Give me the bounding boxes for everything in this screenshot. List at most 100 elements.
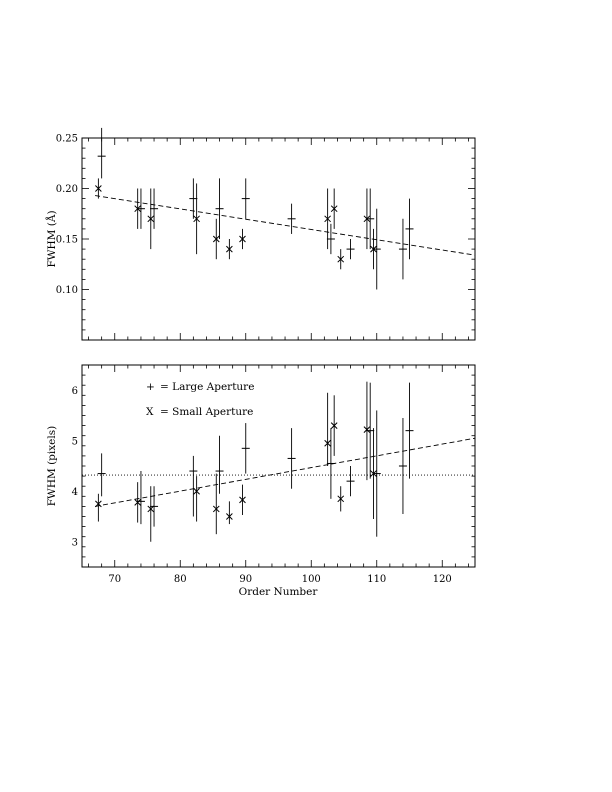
data-point-small-aperture: [337, 486, 345, 512]
legend: + = Large Aperture X = Small Aperture: [146, 381, 254, 418]
legend-symbol-large: +: [146, 381, 155, 393]
x-marker: [370, 245, 377, 253]
data-point-small-aperture: [226, 239, 233, 260]
x-tick-label: 90: [239, 574, 252, 585]
data-point-small-aperture: [212, 218, 220, 260]
data-point-small-aperture: [212, 473, 220, 535]
data-point-large-aperture: [287, 203, 296, 234]
top-panel: 0.10 0.15 0.20 0.25 FWHM (Å): [44, 127, 476, 341]
bottom-x-axis-label: Order Number: [239, 586, 319, 598]
data-point-large-aperture: [189, 178, 198, 219]
x-marker: [239, 496, 246, 504]
bottom-panel: 3 4 5 6 70 80 90 100 110 120 FWHM (pixels) Order …: [46, 364, 476, 598]
bottom-data-points: [95, 381, 414, 542]
x-marker: [212, 235, 220, 243]
x-marker: [147, 215, 155, 223]
x-marker: [193, 487, 200, 495]
x-tick-label: 80: [174, 574, 187, 585]
x-marker: [330, 205, 338, 213]
data-point-large-aperture: [241, 178, 250, 219]
y-tick-label: 6: [72, 386, 78, 397]
x-marker: [226, 245, 233, 253]
data-point-small-aperture: [193, 476, 200, 522]
data-point-large-aperture: [326, 428, 335, 499]
y-tick-label: 5: [72, 436, 78, 447]
x-marker: [212, 505, 220, 513]
data-point-large-aperture: [150, 486, 159, 527]
data-point-small-aperture: [363, 381, 371, 481]
x-marker: [147, 505, 155, 513]
data-point-small-aperture: [330, 395, 338, 456]
data-point-small-aperture: [147, 188, 155, 250]
bottom-ticks: 3 4 5 6 70 80 90 100 110 120: [72, 364, 475, 585]
data-point-small-aperture: [147, 486, 155, 542]
trend-line-dashed: [95, 437, 476, 507]
data-point-small-aperture: [134, 482, 142, 523]
x-marker: [134, 499, 142, 506]
data-point-large-aperture: [346, 466, 355, 497]
x-marker: [95, 185, 102, 192]
x-marker: [226, 513, 233, 520]
trend-line-dashed: [95, 195, 476, 256]
data-point-small-aperture: [370, 228, 377, 270]
data-point-small-aperture: [239, 484, 246, 515]
data-point-large-aperture: [405, 198, 414, 260]
data-point-small-aperture: [95, 493, 102, 522]
x-marker: [193, 215, 200, 223]
data-point-small-aperture: [95, 178, 102, 199]
data-point-large-aperture: [189, 455, 198, 517]
top-plot-frame: [81, 137, 476, 341]
bottom-plot-frame: [81, 364, 476, 568]
data-point-small-aperture: [330, 188, 338, 229]
y-tick-label: 0.25: [56, 134, 78, 145]
x-tick-label: 100: [302, 574, 321, 585]
top-data-points: [95, 127, 414, 290]
data-point-large-aperture: [215, 435, 224, 494]
data-point-large-aperture: [405, 382, 414, 479]
x-marker: [337, 255, 345, 263]
x-marker: [337, 495, 345, 503]
data-point-small-aperture: [226, 501, 233, 525]
x-marker: [363, 426, 371, 433]
data-point-small-aperture: [363, 188, 371, 250]
data-point-large-aperture: [287, 428, 296, 489]
x-marker: [239, 235, 246, 243]
data-point-large-aperture: [398, 218, 407, 280]
y-tick-label: 0.20: [56, 184, 78, 195]
data-point-small-aperture: [337, 249, 345, 270]
x-marker: [330, 422, 338, 429]
top-fit-lines: [95, 195, 476, 256]
x-tick-label: 70: [108, 574, 121, 585]
x-tick-label: 120: [433, 574, 452, 585]
x-marker: [134, 205, 142, 213]
y-tick-label: 0.15: [56, 235, 78, 246]
x-tick-label: 110: [367, 574, 386, 585]
x-marker: [370, 470, 377, 477]
y-tick-label: 0.10: [56, 285, 78, 296]
y-tick-label: 3: [72, 537, 78, 548]
data-point-large-aperture: [398, 418, 407, 514]
bottom-y-axis-label: FWHM (pixels): [46, 426, 58, 506]
data-point-small-aperture: [324, 392, 331, 466]
data-point-large-aperture: [215, 178, 224, 239]
data-point-small-aperture: [134, 188, 142, 229]
x-marker: [324, 215, 331, 223]
data-point-large-aperture: [326, 223, 335, 255]
x-marker: [95, 500, 102, 508]
data-point-large-aperture: [97, 127, 106, 179]
legend-label-large: = Large Aperture: [160, 381, 254, 393]
data-point-large-aperture: [97, 453, 106, 497]
x-marker: [324, 439, 331, 447]
top-y-axis-label: FWHM (Å): [44, 210, 58, 267]
data-point-small-aperture: [370, 428, 377, 520]
data-point-large-aperture: [150, 188, 159, 229]
data-point-large-aperture: [241, 423, 250, 474]
legend-label-small: = Small Aperture: [160, 406, 253, 418]
data-point-small-aperture: [324, 188, 331, 250]
data-point-large-aperture: [346, 239, 355, 260]
legend-symbol-small: X: [146, 406, 154, 418]
x-marker: [363, 215, 371, 223]
data-point-small-aperture: [193, 183, 200, 255]
data-point-small-aperture: [239, 228, 246, 250]
